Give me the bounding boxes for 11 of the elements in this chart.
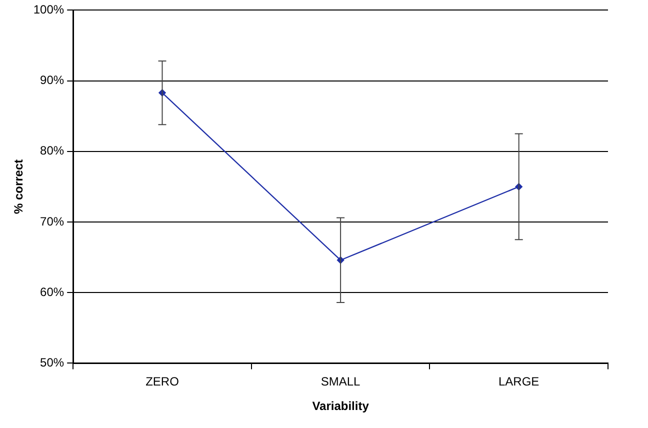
x-tick-label: ZERO xyxy=(146,374,179,389)
y-tick-label: 70% xyxy=(40,214,64,228)
y-tick-label: 50% xyxy=(40,356,64,370)
y-tick-label: 60% xyxy=(40,284,64,299)
y-tick-label: 90% xyxy=(40,73,64,88)
x-tick-label: SMALL xyxy=(320,374,361,389)
x-axis-title: Variability xyxy=(312,399,370,414)
y-axis-title: % correct xyxy=(12,159,26,214)
x-tick-label: LARGE xyxy=(498,374,540,389)
y-tick-label: 100% xyxy=(33,2,64,17)
y-tick-label: 80% xyxy=(40,144,64,158)
